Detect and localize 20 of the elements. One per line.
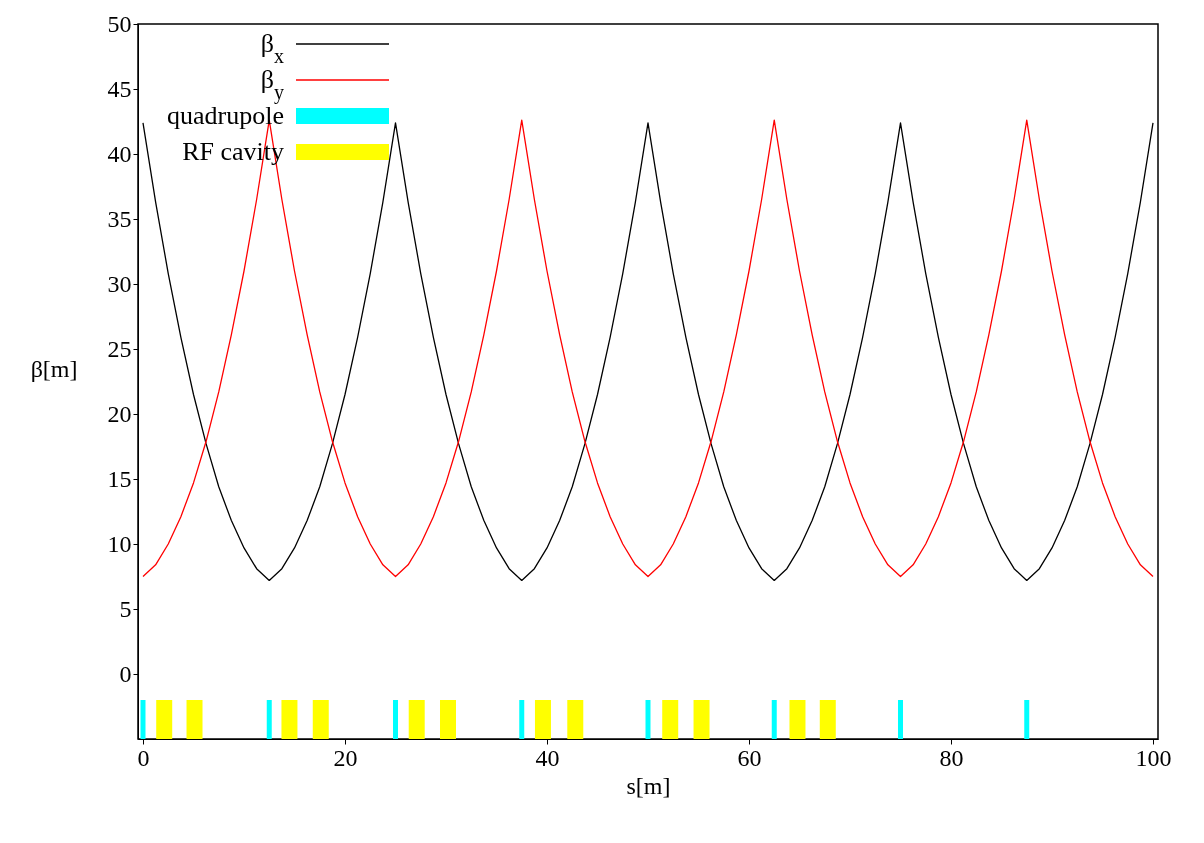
x-tick-label: 60 [737, 744, 762, 771]
x-tick-label: 0 [137, 744, 150, 771]
x-tick-label: 80 [939, 744, 964, 771]
x-axis-title: s[m] [626, 772, 671, 799]
y-tick-label: 20 [107, 400, 132, 427]
y-tick-label: 25 [107, 335, 132, 362]
y-tick-label: 50 [107, 10, 132, 37]
y-axis-title: β[m] [30, 356, 78, 382]
y-tick-label: 45 [107, 75, 132, 102]
legend-label: β$_{x}$ [260, 29, 284, 67]
y-tick-label: 10 [107, 530, 132, 557]
x-tick-label: 20 [333, 744, 358, 771]
x-tick-label: 40 [535, 744, 560, 771]
y-tick-label: 35 [107, 205, 132, 232]
y-tick-label: 5 [119, 595, 132, 622]
y-tick-label: 15 [107, 465, 132, 492]
y-tick-label: 0 [119, 660, 132, 687]
y-tick-label: 30 [107, 270, 132, 297]
y-tick-label: 40 [107, 140, 132, 167]
x-tick-label: 100 [1135, 744, 1172, 771]
